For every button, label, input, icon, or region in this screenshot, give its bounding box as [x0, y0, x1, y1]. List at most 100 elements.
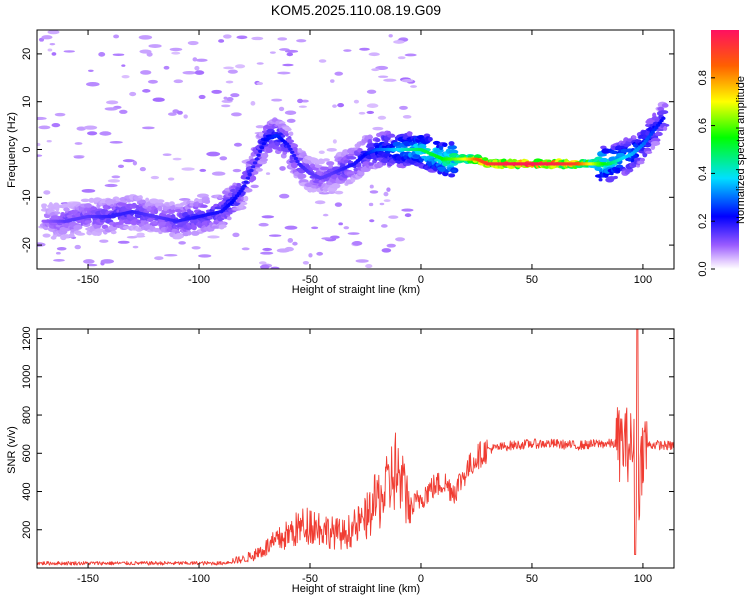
heatmap-cell — [218, 39, 225, 43]
heatmap-cell — [384, 140, 389, 144]
heatmap-cell — [366, 89, 377, 94]
heatmap-cell — [383, 191, 389, 197]
heatmap-cell — [276, 248, 290, 253]
heatmap-cell — [369, 219, 375, 223]
bottom-y-ticks: 200 400 600 800 1000 1200 — [21, 326, 674, 539]
heatmap-cell — [368, 162, 375, 167]
heatmap-cell — [265, 148, 273, 154]
y-tick-label: 400 — [21, 482, 33, 500]
x-tick-label: 0 — [418, 274, 424, 286]
heatmap-cell — [225, 80, 234, 84]
heatmap-cell — [318, 158, 324, 164]
heatmap-cell — [129, 91, 137, 97]
heatmap-cell — [369, 190, 379, 194]
heatmap-cell — [334, 202, 343, 207]
heatmap-cell — [277, 37, 288, 41]
heatmap-cell — [83, 259, 95, 264]
heatmap-cell — [358, 171, 365, 176]
heatmap-cell — [51, 52, 57, 56]
x-tick-label: -50 — [302, 573, 318, 585]
heatmap-ridge-cell — [258, 149, 263, 154]
heatmap-cell — [404, 53, 417, 57]
heatmap-cell — [255, 168, 263, 172]
heatmap-cell — [334, 71, 344, 76]
heatmap-cell — [70, 229, 75, 233]
heatmap-cell — [332, 139, 337, 144]
heatmap-cell — [141, 126, 155, 130]
heatmap-cell — [115, 197, 120, 202]
heatmap-cell — [386, 134, 396, 138]
heatmap-cell — [157, 205, 163, 212]
heatmap-cell — [372, 126, 384, 131]
snr-panel: -150 -100 -50 0 50 100 200 400 600 800 1000 1200 H… — [6, 326, 675, 595]
heatmap-cell — [192, 57, 198, 62]
heatmap-cell — [106, 100, 119, 105]
heatmap-cell — [226, 216, 232, 221]
x-tick-label: -100 — [188, 573, 210, 585]
heatmap-cell — [183, 114, 188, 119]
heatmap-cell — [371, 68, 380, 72]
heatmap-cell — [279, 48, 290, 51]
heatmap-cell — [412, 154, 421, 158]
heatmap-cell — [232, 168, 242, 173]
heatmap-cell — [284, 127, 292, 132]
heatmap-cell — [262, 247, 273, 251]
snr-frame — [36, 328, 675, 569]
heatmap-cell — [37, 142, 41, 147]
heatmap-cell — [172, 157, 182, 161]
heatmap-cell — [321, 237, 332, 240]
heatmap-cell — [274, 141, 281, 146]
heatmap-cell — [369, 184, 374, 189]
heatmap-cell — [240, 201, 248, 206]
heatmap-cell — [211, 171, 226, 176]
heatmap-cell — [347, 232, 360, 235]
heatmap-cell — [243, 188, 253, 193]
heatmap-cell — [55, 251, 61, 255]
heatmap-cell — [318, 150, 325, 154]
heatmap-cell — [84, 220, 92, 224]
heatmap-ridge-cell — [290, 150, 295, 154]
heatmap-cell — [73, 224, 83, 230]
heatmap-cell — [334, 190, 344, 195]
heatmap-cell — [399, 105, 408, 110]
heatmap-cell — [367, 134, 373, 139]
heatmap-cell — [211, 89, 222, 94]
heatmap-cell — [310, 184, 319, 189]
heatmap-cell — [146, 218, 154, 223]
heatmap-cell — [661, 103, 669, 108]
heatmap-cell — [131, 202, 137, 208]
heatmap-cell — [381, 248, 392, 253]
heatmap-cell — [337, 102, 345, 108]
heatmap-cell — [287, 238, 294, 243]
heatmap-cell — [110, 230, 117, 235]
heatmap-cell — [251, 170, 259, 175]
heatmap-cell — [314, 200, 326, 205]
heatmap-cell — [171, 51, 181, 55]
heatmap-cell — [145, 197, 150, 202]
heatmap-cell — [598, 178, 603, 182]
top-x-ticks: -150 -100 -50 0 50 100 — [77, 30, 652, 286]
heatmap-cell — [358, 111, 366, 115]
heatmap-cell — [109, 141, 123, 144]
heatmap-cell — [260, 264, 270, 269]
heatmap-cell — [250, 175, 257, 182]
heatmap-cell — [223, 34, 232, 39]
heatmap-cell — [47, 30, 60, 35]
heatmap-cell — [198, 94, 206, 100]
heatmap-cell — [107, 179, 121, 183]
heatmap-cell — [43, 226, 49, 231]
heatmap-cell — [368, 52, 380, 57]
heatmap-cell — [645, 150, 653, 154]
heatmap-cell — [383, 199, 391, 203]
heatmap-cell — [162, 205, 172, 210]
heatmap-cell — [379, 202, 385, 206]
heatmap-cell — [219, 156, 228, 161]
heatmap-cell — [42, 233, 51, 238]
heatmap-cell — [663, 125, 668, 131]
heatmap-cell — [187, 40, 199, 46]
heatmap-cell — [260, 152, 269, 159]
heatmap-ridge-cell — [243, 180, 249, 184]
heatmap-ridge-cell — [245, 176, 251, 180]
heatmap-cell — [277, 71, 291, 75]
